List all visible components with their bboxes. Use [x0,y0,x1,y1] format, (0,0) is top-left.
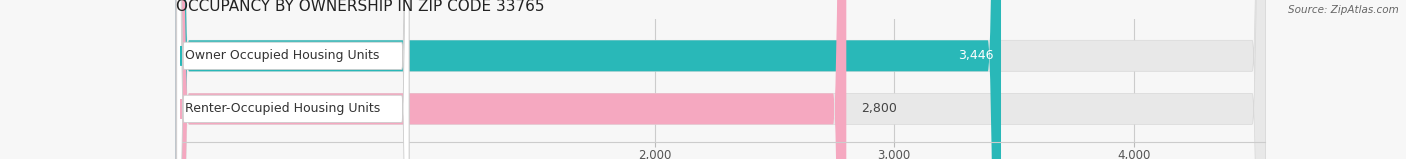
FancyBboxPatch shape [176,0,846,159]
FancyBboxPatch shape [177,0,409,159]
Text: Source: ZipAtlas.com: Source: ZipAtlas.com [1288,5,1399,15]
Text: 2,800: 2,800 [860,102,897,115]
FancyBboxPatch shape [176,0,1265,159]
Text: Renter-Occupied Housing Units: Renter-Occupied Housing Units [184,102,380,115]
Text: Owner Occupied Housing Units: Owner Occupied Housing Units [184,49,380,62]
FancyBboxPatch shape [176,0,1265,159]
FancyBboxPatch shape [176,0,1001,159]
Text: OCCUPANCY BY OWNERSHIP IN ZIP CODE 33765: OCCUPANCY BY OWNERSHIP IN ZIP CODE 33765 [176,0,544,14]
Text: 3,446: 3,446 [959,49,994,62]
FancyBboxPatch shape [177,0,409,159]
